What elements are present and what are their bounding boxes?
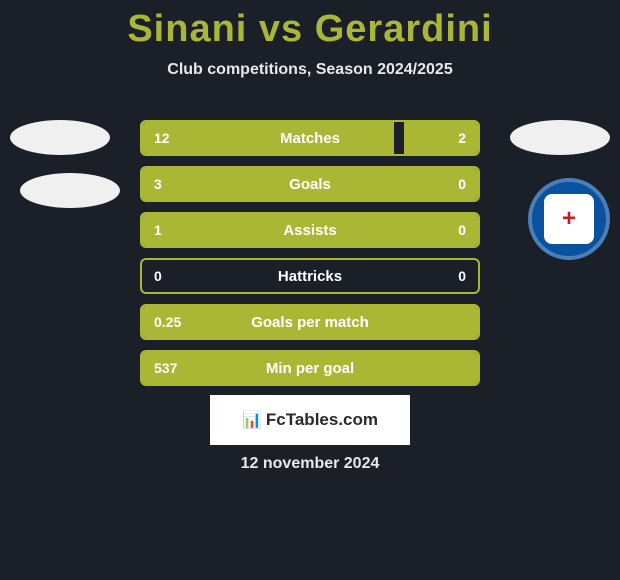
stat-row: 0 Hattricks 0	[140, 258, 480, 294]
stat-row: 3 Goals 0	[140, 166, 480, 202]
stat-row: 12 Matches 2	[140, 120, 480, 156]
stat-value-right: 0	[458, 176, 466, 192]
stat-row: 0.25 Goals per match	[140, 304, 480, 340]
chart-icon: 📊	[242, 410, 262, 430]
stat-value-left: 1	[154, 222, 162, 238]
club-left-logo-placeholder	[20, 173, 120, 208]
page-title: Sinani vs Gerardini	[0, 0, 620, 51]
stat-row: 1 Assists 0	[140, 212, 480, 248]
stat-row: 537 Min per goal	[140, 350, 480, 386]
stat-label: Min per goal	[266, 360, 354, 377]
player-left-avatar	[10, 120, 110, 155]
stat-label: Matches	[280, 130, 340, 147]
brand-name: FcTables.com	[266, 410, 378, 430]
stat-value-right: 0	[458, 222, 466, 238]
stat-label: Assists	[283, 222, 336, 239]
stat-value-left: 12	[154, 130, 170, 146]
stats-container: 12 Matches 2 3 Goals 0 1 Assists 0 0 Hattricks 0 0.2…	[140, 120, 480, 396]
stat-value-left: 0.25	[154, 314, 181, 330]
stat-bar-right	[404, 122, 478, 154]
stat-value-right: 2	[458, 130, 466, 146]
stat-value-right: 0	[458, 268, 466, 284]
footer-date: 12 november 2024	[241, 455, 380, 473]
club-right-logo: +	[528, 178, 610, 260]
player-right-avatar	[510, 120, 610, 155]
subtitle: Club competitions, Season 2024/2025	[0, 61, 620, 79]
stat-bar-left	[142, 122, 394, 154]
stat-value-left: 537	[154, 360, 177, 376]
club-shield-icon: +	[544, 194, 594, 244]
stat-value-left: 3	[154, 176, 162, 192]
brand-logo: 📊 FcTables.com	[210, 395, 410, 445]
stat-label: Goals	[289, 176, 331, 193]
stat-label: Goals per match	[251, 314, 369, 331]
stat-value-left: 0	[154, 268, 162, 284]
stat-label: Hattricks	[278, 268, 342, 285]
